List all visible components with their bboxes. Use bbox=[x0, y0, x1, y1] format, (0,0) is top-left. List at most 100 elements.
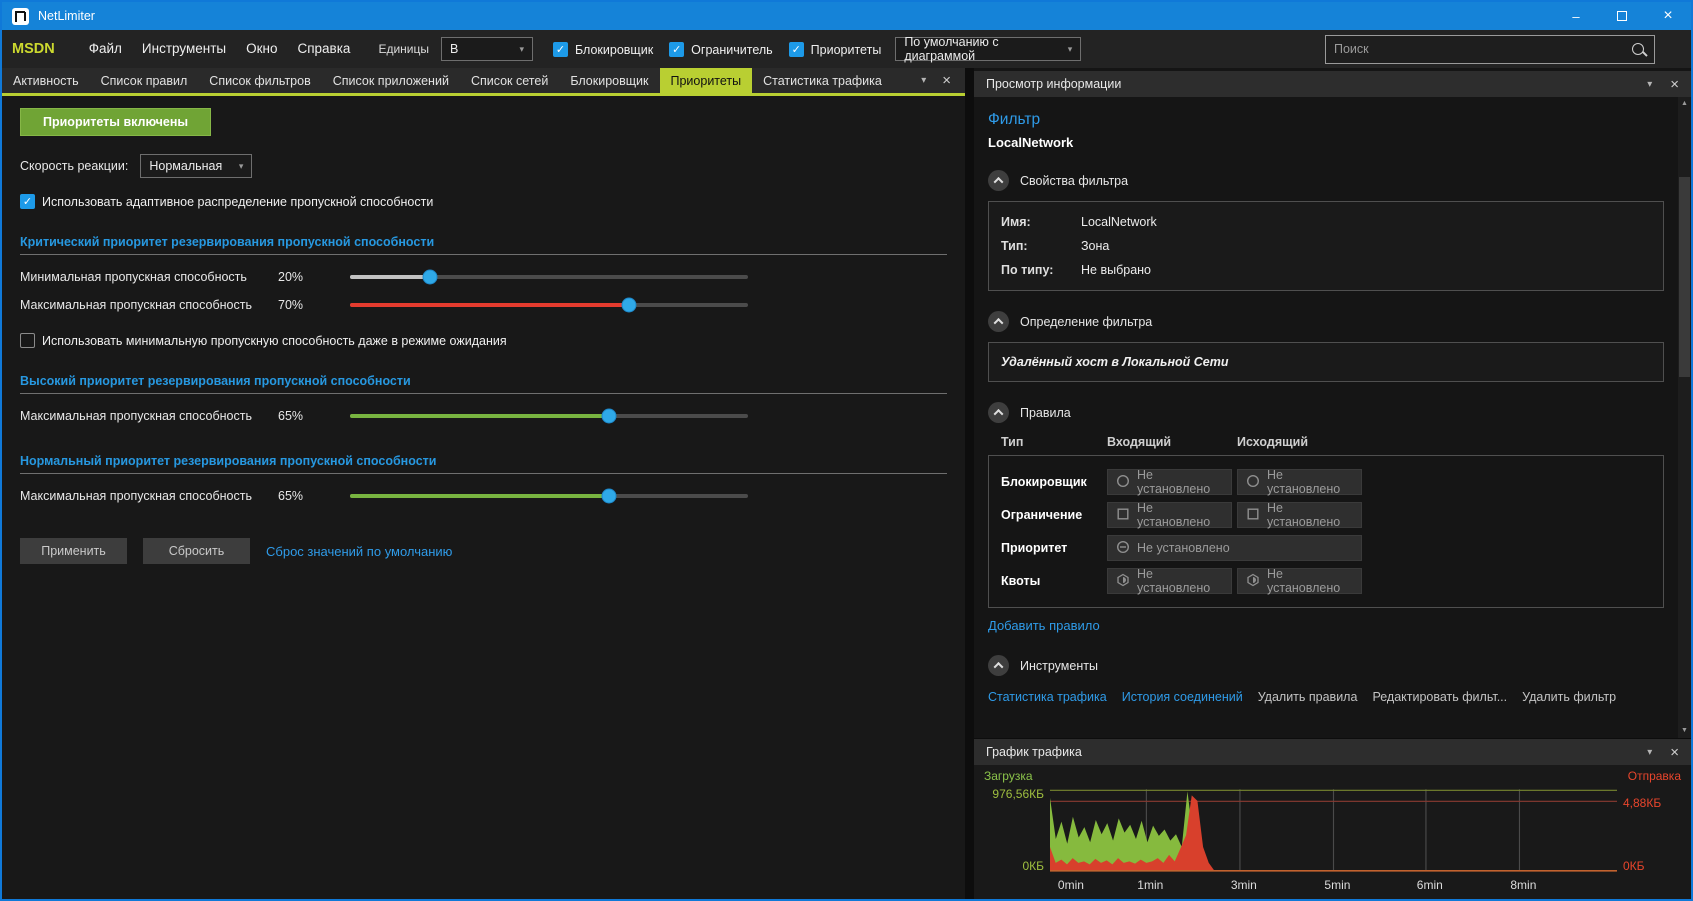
toolbar-checkbox[interactable]: ✓ Приоритеты bbox=[788, 42, 881, 57]
tool-link[interactable]: Статистика трафика bbox=[988, 690, 1107, 704]
tab[interactable]: Список правил bbox=[100, 73, 188, 88]
menu-item[interactable]: Справка bbox=[297, 41, 351, 56]
info-panel-header: Просмотр информации ▾ × bbox=[974, 71, 1691, 97]
tab[interactable]: Блокировщик bbox=[570, 73, 649, 88]
rule-not-set-button[interactable]: Не установлено bbox=[1107, 501, 1232, 529]
circle-minus-icon bbox=[1116, 540, 1130, 557]
search-box[interactable] bbox=[1325, 34, 1655, 64]
priorities-enabled-button[interactable]: Приоритеты включены bbox=[20, 108, 212, 136]
tool-link[interactable]: История соединений bbox=[1121, 690, 1243, 704]
section-divider bbox=[20, 254, 947, 255]
collapse-button[interactable] bbox=[988, 170, 1009, 191]
rule-status-label: Не установлено bbox=[1137, 567, 1211, 595]
close-icon[interactable]: × bbox=[1670, 75, 1679, 93]
idle-bandwidth-checkbox[interactable]: Использовать минимальную пропускную спос… bbox=[20, 333, 947, 348]
reaction-speed-dropdown[interactable]: Нормальная ▾ bbox=[140, 154, 253, 178]
slider-thumb[interactable] bbox=[601, 488, 617, 504]
tab[interactable]: Список фильтров bbox=[209, 73, 311, 88]
hexagon-icon bbox=[1116, 573, 1130, 590]
toolbar-checkbox[interactable]: ✓ Ограничитель bbox=[669, 42, 773, 57]
main-area: Активность Список правил Список фильтров Сп… bbox=[2, 68, 1691, 899]
search-input[interactable] bbox=[1334, 42, 1632, 56]
slider-thumb[interactable] bbox=[621, 297, 637, 313]
toolbar-checkbox[interactable]: ✓ Блокировщик bbox=[552, 42, 653, 57]
section-rules[interactable]: Правила bbox=[988, 402, 1664, 423]
section-filter-properties[interactable]: Свойства фильтра bbox=[988, 170, 1664, 191]
close-button[interactable]: × bbox=[1663, 7, 1673, 24]
minimize-button[interactable]: – bbox=[1572, 8, 1580, 24]
menu-item[interactable]: Окно bbox=[246, 41, 278, 56]
section-title: Правила bbox=[1020, 405, 1071, 420]
scrollbar-thumb[interactable] bbox=[1679, 177, 1690, 377]
tools-links: Статистика трафика История соединений Удал… bbox=[988, 690, 1664, 704]
info-scrollbar[interactable]: ▲ ▼ bbox=[1678, 97, 1691, 738]
menu-item[interactable]: Инструменты bbox=[141, 41, 227, 56]
scroll-down-icon[interactable]: ▼ bbox=[1681, 727, 1688, 734]
search-icon[interactable] bbox=[1632, 43, 1644, 55]
rule-not-set-button[interactable]: Не установлено bbox=[1107, 535, 1362, 561]
tab[interactable]: Список приложений bbox=[332, 73, 449, 88]
rule-status-label: Не установлено bbox=[1267, 501, 1341, 529]
tool-link[interactable]: Удалить правила bbox=[1257, 690, 1358, 704]
collapse-button[interactable] bbox=[988, 655, 1009, 676]
collapse-button[interactable] bbox=[988, 311, 1009, 332]
section-title: Инструменты bbox=[1020, 658, 1098, 673]
tab[interactable]: Активность bbox=[13, 73, 79, 88]
menu-item[interactable]: Файл bbox=[88, 41, 122, 56]
units-dropdown[interactable]: В ▾ bbox=[440, 37, 533, 61]
rule-not-set-button[interactable]: Не установлено bbox=[1107, 468, 1232, 496]
rule-not-set-button[interactable]: Не установлено bbox=[1237, 567, 1362, 595]
close-icon[interactable]: × bbox=[942, 72, 951, 89]
tool-link[interactable]: Удалить фильтр bbox=[1522, 690, 1617, 704]
tool-link[interactable]: Редактировать фильт... bbox=[1372, 690, 1508, 704]
close-icon[interactable]: × bbox=[1670, 743, 1679, 761]
apply-button[interactable]: Применить bbox=[20, 538, 127, 564]
circle-icon bbox=[1246, 474, 1260, 491]
scroll-up-icon[interactable]: ▲ bbox=[1681, 100, 1688, 107]
slider-value: 65% bbox=[278, 409, 304, 423]
adaptive-distribution-checkbox[interactable]: ✓ Использовать адаптивное распределение … bbox=[20, 194, 947, 209]
chevron-down-icon[interactable]: ▾ bbox=[921, 75, 927, 86]
bandwidth-slider-row: Максимальная пропускная способность 65% bbox=[20, 484, 947, 508]
chevron-down-icon[interactable]: ▾ bbox=[1647, 78, 1653, 90]
slider-track[interactable] bbox=[350, 297, 748, 313]
tab[interactable]: Список сетей bbox=[470, 73, 549, 88]
chevron-down-icon[interactable]: ▾ bbox=[1647, 746, 1653, 758]
pane-splitter[interactable] bbox=[965, 68, 974, 899]
tab[interactable]: Приоритеты bbox=[659, 68, 753, 93]
y-axis-upload: 4,88КБ 0КБ bbox=[1617, 787, 1691, 873]
view-mode-dropdown[interactable]: По умолчанию с диаграммой ▾ bbox=[895, 35, 1082, 63]
slider-track[interactable] bbox=[350, 269, 748, 285]
rule-not-set-button[interactable]: Не установлено bbox=[1107, 567, 1232, 595]
slider-thumb[interactable] bbox=[422, 269, 438, 285]
menu-items: Файл Инструменты Окно Справка bbox=[79, 40, 361, 58]
section-title: Определение фильтра bbox=[1020, 314, 1153, 329]
slider-track[interactable] bbox=[350, 408, 748, 424]
square-icon bbox=[1116, 507, 1130, 524]
collapse-button[interactable] bbox=[988, 402, 1009, 423]
adaptive-distribution-label: Использовать адаптивное распределение пр… bbox=[42, 194, 434, 209]
checkbox-checked-icon: ✓ bbox=[788, 42, 804, 57]
checkbox-checked-icon: ✓ bbox=[20, 194, 35, 209]
slider-label: Максимальная пропускная способность bbox=[20, 409, 252, 423]
section-filter-definition[interactable]: Определение фильтра bbox=[988, 311, 1664, 332]
reset-defaults-link[interactable]: Сброс значений по умолчанию bbox=[266, 543, 453, 559]
reaction-speed-label: Скорость реакции: bbox=[20, 159, 129, 173]
maximize-button[interactable] bbox=[1599, 2, 1645, 30]
tab[interactable]: Статистика трафика bbox=[763, 73, 882, 88]
rule-not-set-button[interactable]: Не установлено bbox=[1237, 468, 1362, 496]
slider-label: Максимальная пропускная способность bbox=[20, 489, 252, 503]
reset-button[interactable]: Сбросить bbox=[143, 538, 250, 564]
rule-type-label: Ограничение bbox=[1001, 508, 1083, 522]
section-tools[interactable]: Инструменты bbox=[988, 655, 1664, 676]
upload-max-label: 4,88КБ bbox=[1623, 796, 1662, 810]
reaction-speed-value: Нормальная bbox=[149, 159, 223, 173]
rule-not-set-button[interactable]: Не установлено bbox=[1237, 501, 1362, 529]
slider-track[interactable] bbox=[350, 488, 748, 504]
checkbox-checked-icon: ✓ bbox=[669, 42, 685, 57]
tabstrip: Активность Список правил Список фильтров Сп… bbox=[2, 68, 965, 96]
add-rule-link[interactable]: Добавить правило bbox=[988, 618, 1100, 633]
hexagon-icon bbox=[1246, 573, 1260, 590]
slider-thumb[interactable] bbox=[601, 408, 617, 424]
